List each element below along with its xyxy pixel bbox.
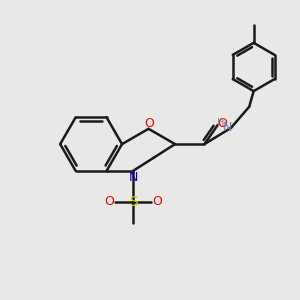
Text: S: S (129, 195, 137, 209)
Text: O: O (144, 117, 154, 130)
Text: N: N (223, 122, 232, 134)
Text: O: O (104, 195, 114, 208)
Text: N: N (129, 171, 138, 184)
Text: H: H (217, 118, 224, 128)
Text: O: O (152, 195, 162, 208)
Text: O: O (217, 117, 227, 130)
